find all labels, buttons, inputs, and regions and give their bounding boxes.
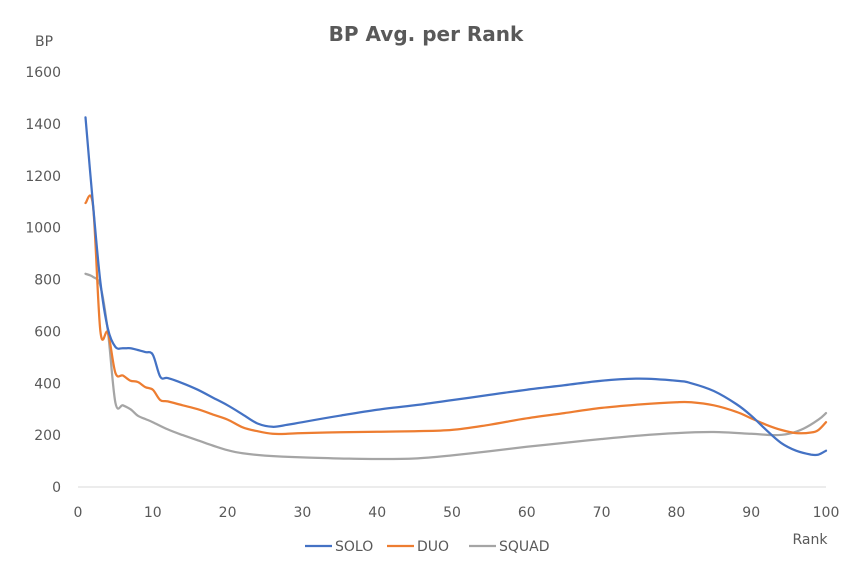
x-tick-label: 100 bbox=[813, 505, 840, 521]
x-tick-label: 50 bbox=[443, 505, 461, 521]
x-tick-label: 60 bbox=[518, 505, 536, 521]
legend-label-solo: SOLO bbox=[335, 539, 373, 555]
y-tick-label: 0 bbox=[52, 480, 61, 496]
y-tick-label: 1600 bbox=[25, 65, 61, 81]
series-line-squad bbox=[84, 272, 828, 461]
legend-label-duo: DUO bbox=[417, 539, 449, 555]
series-group bbox=[84, 116, 828, 461]
y-tick-label: 400 bbox=[34, 376, 61, 392]
series-line-solo bbox=[84, 116, 828, 457]
y-tick-label: 600 bbox=[34, 324, 61, 340]
x-tick-label: 0 bbox=[74, 505, 83, 521]
x-tick-label: 70 bbox=[593, 505, 611, 521]
x-tick-label: 90 bbox=[742, 505, 760, 521]
y-tick-label: 1000 bbox=[25, 221, 61, 237]
x-tick-label: 10 bbox=[144, 505, 162, 521]
x-tick-label: 20 bbox=[219, 505, 237, 521]
y-tick-label: 1200 bbox=[25, 169, 61, 185]
legend-label-squad: SQUAD bbox=[499, 539, 550, 555]
y-axis-label: BP bbox=[35, 34, 53, 50]
x-tick-label: 40 bbox=[368, 505, 386, 521]
x-tick-label: 30 bbox=[293, 505, 311, 521]
x-axis-ticks: 0 10 20 30 40 50 60 70 80 90 100 bbox=[74, 505, 840, 521]
y-tick-label: 200 bbox=[34, 428, 61, 444]
x-axis-label: Rank bbox=[793, 532, 829, 548]
y-tick-label: 800 bbox=[34, 273, 61, 289]
legend: SOLO DUO SQUAD bbox=[305, 539, 550, 555]
x-tick-label: 80 bbox=[667, 505, 685, 521]
chart-title: BP Avg. per Rank bbox=[329, 22, 524, 46]
y-tick-label: 1400 bbox=[25, 117, 61, 133]
y-axis-ticks: 0 200 400 600 800 1000 1200 1400 1600 bbox=[25, 65, 61, 496]
series-line-duo bbox=[84, 194, 828, 436]
